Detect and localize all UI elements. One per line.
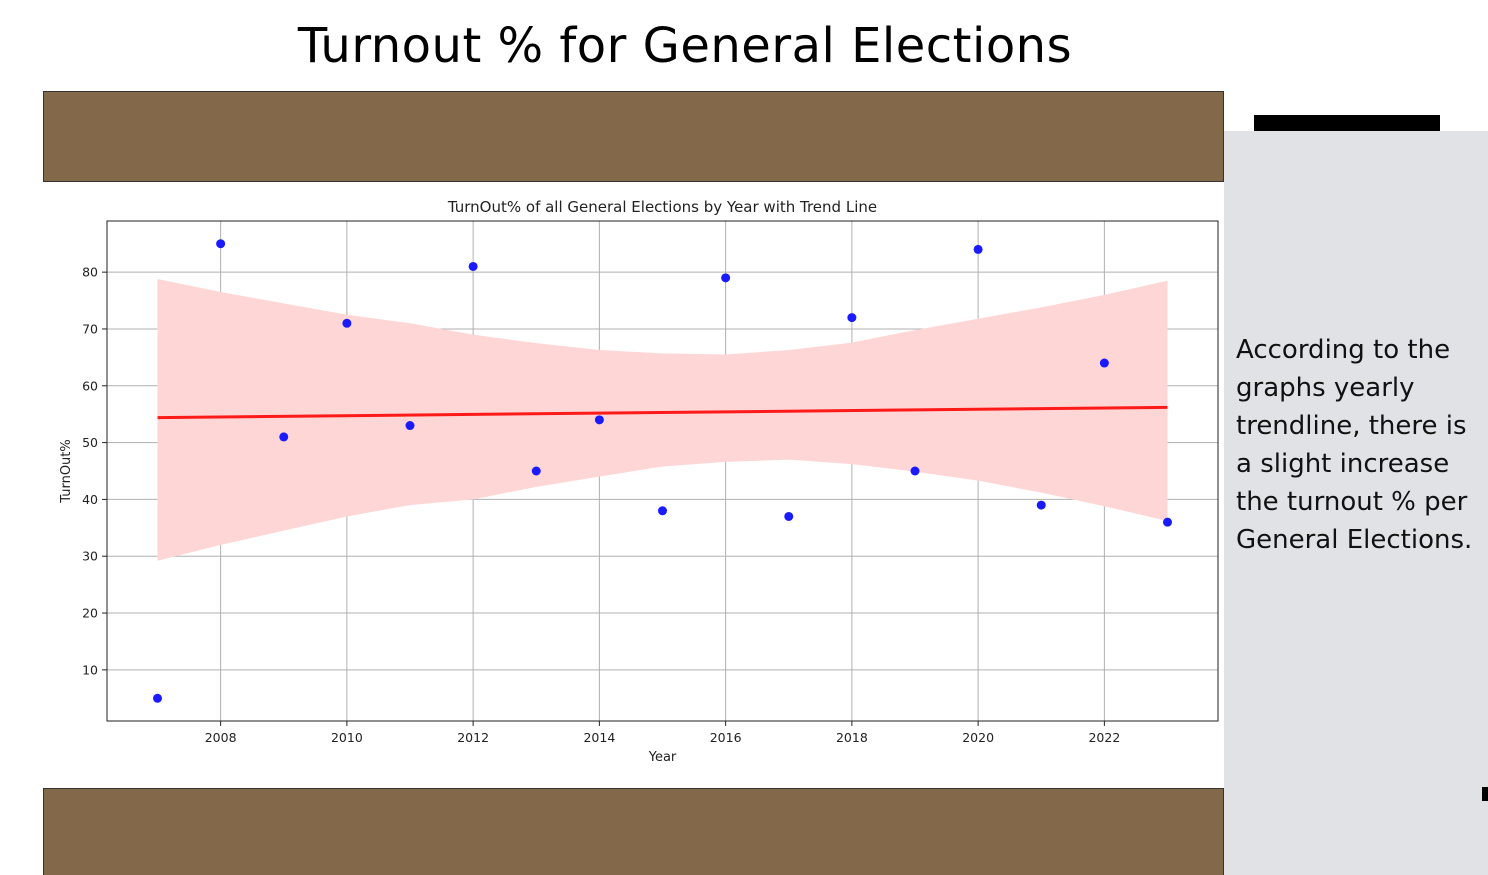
data-point: [784, 511, 794, 521]
y-tick-label: 10: [82, 662, 98, 677]
trend-line-layer: [157, 405, 1168, 420]
y-tick-label: 70: [82, 321, 98, 336]
data-point: [658, 506, 667, 516]
side-commentary: According to the graphs yearly trendline…: [1236, 335, 1473, 555]
data-point: [721, 273, 731, 283]
data-point: [405, 421, 415, 431]
x-tick-label: 2010: [331, 730, 363, 745]
data-point: [531, 466, 541, 476]
trend-line: [157, 405, 1168, 420]
y-tick-label: 20: [82, 606, 98, 621]
confidence-band-layer: [157, 278, 1168, 561]
x-axis-ticks: 2008 2010 2012 2014 2016 2018 2020 2022: [205, 721, 1120, 745]
x-tick-label: 2020: [962, 730, 994, 745]
slide-title: Turnout % for General Elections: [297, 18, 1073, 74]
data-point: [910, 466, 920, 476]
data-point: [279, 432, 289, 442]
side-edge-marker: [1482, 787, 1488, 801]
y-tick-label: 80: [82, 265, 98, 280]
x-axis-label: Year: [648, 750, 677, 765]
plot-frame: [106, 220, 1219, 722]
data-point: [594, 415, 604, 425]
data-point: [342, 318, 352, 328]
data-points: [153, 239, 1172, 703]
x-tick-label: 2022: [1088, 730, 1120, 745]
data-point: [1099, 358, 1109, 368]
data-point: [1036, 500, 1046, 510]
x-tick-label: 2014: [583, 730, 615, 745]
chart-panel: 2008 2010 2012 2014 2016 2018 2020 2022 10 20 30 4…: [43, 182, 1224, 788]
data-point: [468, 261, 478, 271]
side-panel: [1224, 131, 1488, 875]
y-tick-label: 60: [82, 378, 98, 393]
data-point: [973, 244, 983, 254]
y-tick-label: 50: [82, 435, 98, 450]
side-accent-bar: [1254, 115, 1440, 131]
scatter-chart: 2008 2010 2012 2014 2016 2018 2020 2022 10 20 30 4…: [59, 198, 1219, 765]
y-tick-label: 30: [82, 549, 98, 564]
x-tick-label: 2018: [836, 730, 868, 745]
data-point: [847, 313, 857, 323]
confidence-band: [157, 278, 1168, 561]
y-axis-label: TurnOut%: [59, 439, 74, 503]
data-point: [153, 693, 162, 703]
y-axis-ticks: 10 20 30 40 50 60 70 80: [82, 265, 107, 677]
x-tick-label: 2016: [710, 730, 742, 745]
data-point: [216, 239, 226, 249]
y-tick-label: 40: [82, 492, 98, 507]
top-band: [43, 91, 1224, 182]
bottom-band: [43, 788, 1224, 875]
data-point: [1163, 517, 1172, 527]
chart-title: TurnOut% of all General Elections by Yea…: [447, 198, 877, 216]
x-tick-label: 2008: [205, 730, 237, 745]
x-tick-label: 2012: [457, 730, 489, 745]
